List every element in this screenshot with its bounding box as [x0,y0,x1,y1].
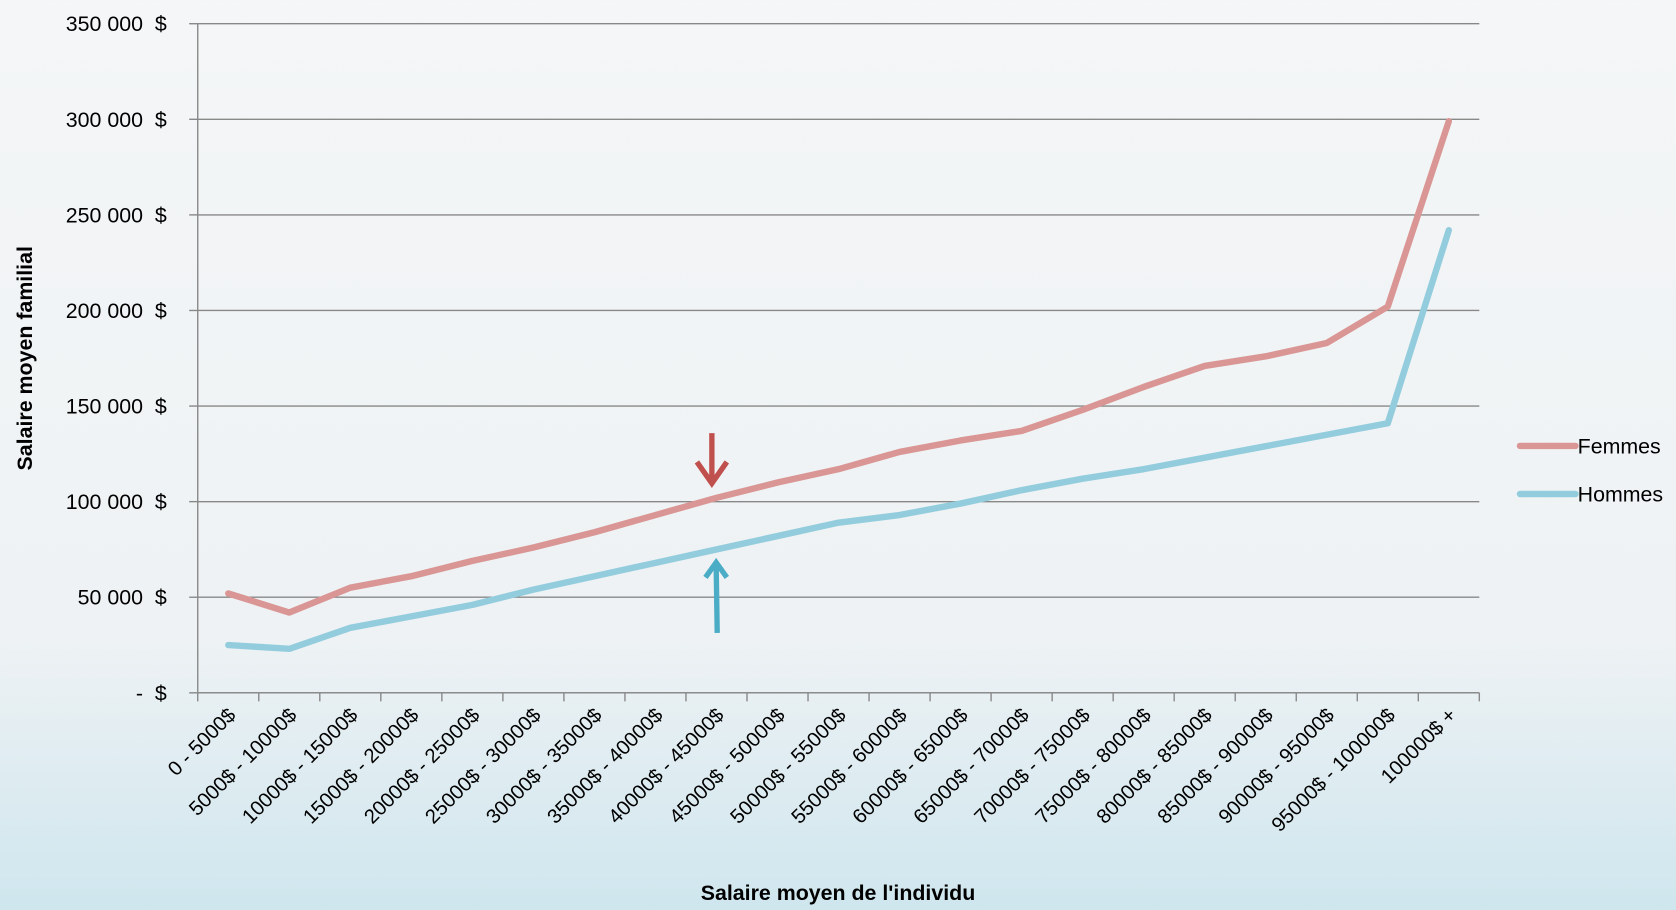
x-tick-label: 65000$ - 70000$ [910,704,1034,828]
y-tick-label: 300 000 $ [66,108,167,132]
y-tick-label: 100 000 $ [66,490,167,514]
series-line [225,118,1453,616]
y-tick-label: 350 000 $ [66,12,167,36]
x-tick-label: 15000$ - 20000$ [299,704,423,828]
y-axis-title: Salaire moyen familial [13,246,37,470]
x-tick-label: 55000$ - 60000$ [788,704,912,828]
y-tick-label: 150 000 $ [66,395,167,419]
x-tick-label: 20000$ - 25000$ [360,704,484,828]
legend-label: Femmes [1578,434,1661,458]
x-tick-label: 30000$ - 35000$ [482,704,606,828]
x-tick-label: 25000$ - 30000$ [421,704,545,828]
x-tick-label: 35000$ - 40000$ [543,704,667,828]
y-tick-label: 50 000 $ [78,586,167,610]
x-tick-label: 60000$ - 65000$ [849,704,973,828]
x-tick-label: 40000$ - 45000$ [604,704,728,828]
x-tick-label: 70000$ - 75000$ [971,704,1095,828]
x-tick-label: 90000$ - 95000$ [1215,704,1339,828]
x-tick-label: 50000$ - 55000$ [727,704,851,828]
x-tick-label: 45000$ - 50000$ [665,704,789,828]
y-tick-label: - $ [136,681,167,705]
legend-label: Hommes [1578,482,1663,506]
series-line [225,226,1453,653]
arrow-down-head [694,460,730,488]
x-tick-label: 10000$ - 15000$ [238,704,362,828]
arrows [694,433,730,634]
arrow-up-head [703,557,730,579]
y-tick-label: 200 000 $ [66,299,167,323]
y-tick-label: 250 000 $ [66,203,167,227]
x-tick-label: 75000$ - 80000$ [1032,704,1156,828]
x-tick-label: 85000$ - 90000$ [1154,704,1278,828]
x-tick-label: 80000$ - 85000$ [1093,704,1217,828]
arrow-up [713,564,720,634]
x-tick-label: 5000$ - 10000$ [185,704,301,820]
x-axis-title: Salaire moyen de l'individu [701,881,976,905]
